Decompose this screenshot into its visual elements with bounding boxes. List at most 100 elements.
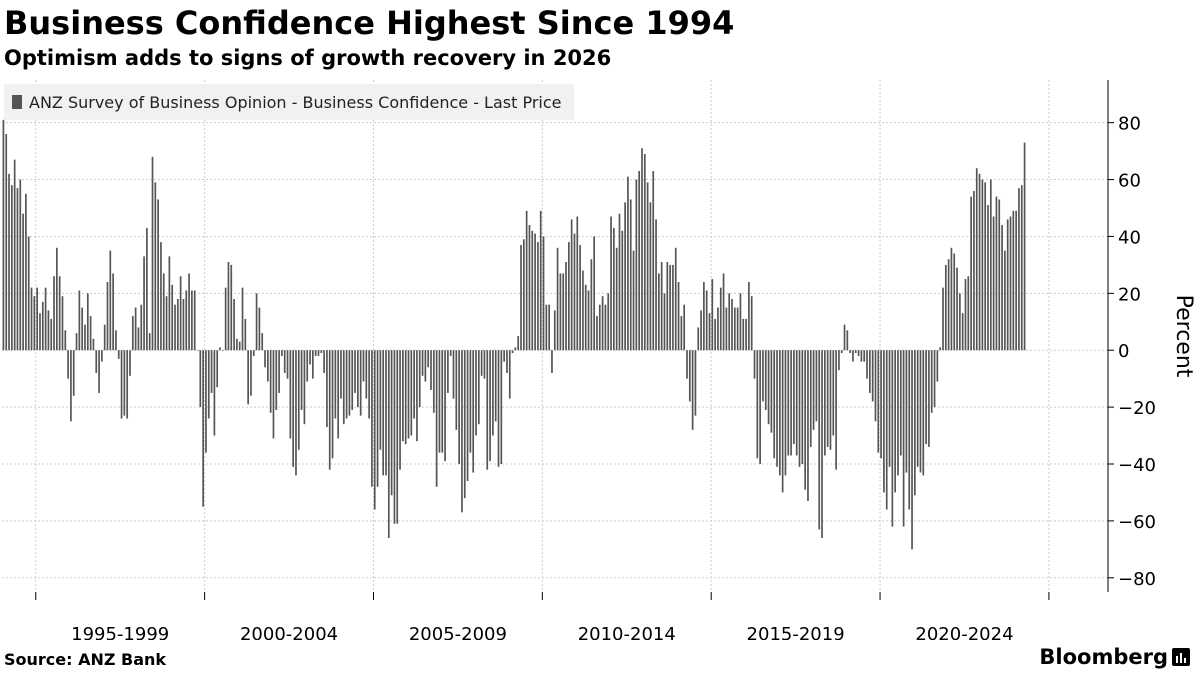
bar — [1018, 188, 1020, 351]
bar — [669, 264, 671, 351]
bar — [252, 350, 255, 356]
bar — [539, 210, 542, 351]
bar — [286, 350, 289, 379]
bar — [334, 350, 337, 419]
bar — [621, 230, 624, 351]
bar — [897, 350, 899, 476]
bar — [373, 350, 376, 510]
bar — [483, 350, 486, 379]
bar — [191, 290, 193, 351]
bar — [717, 307, 719, 351]
bar — [427, 350, 430, 368]
bar — [629, 199, 632, 351]
bar — [736, 307, 739, 351]
bar — [494, 350, 497, 422]
y-tick-label: 20 — [1118, 284, 1141, 305]
bar — [781, 350, 784, 493]
bar — [719, 287, 722, 351]
bar — [998, 199, 1001, 351]
x-tick-label: 2015-2019 — [747, 624, 845, 640]
bar — [340, 350, 342, 399]
bar — [559, 273, 562, 351]
bar — [506, 350, 508, 373]
bar — [573, 233, 576, 351]
bar — [798, 350, 801, 467]
bar — [610, 216, 612, 351]
bar — [666, 262, 669, 351]
bar — [103, 324, 106, 351]
bar — [894, 350, 897, 493]
bar — [508, 350, 511, 399]
bar — [936, 350, 939, 382]
bar — [326, 350, 328, 428]
bar — [413, 350, 415, 419]
bar — [877, 350, 880, 453]
bar — [309, 350, 311, 365]
bar — [283, 350, 286, 373]
bar — [165, 296, 168, 351]
bar — [795, 350, 798, 456]
bar — [821, 350, 823, 538]
bar — [337, 350, 340, 439]
bar — [216, 350, 219, 388]
bar — [390, 350, 393, 496]
bar — [511, 350, 514, 354]
bar — [19, 179, 22, 351]
bar — [109, 250, 112, 351]
bar — [137, 327, 140, 351]
bar — [84, 324, 86, 351]
bar — [348, 350, 351, 416]
bar — [379, 350, 382, 450]
bar — [748, 281, 750, 351]
bar — [947, 259, 950, 351]
bar — [115, 330, 117, 351]
bar — [911, 350, 913, 550]
bar — [793, 350, 795, 445]
bar — [255, 293, 258, 351]
bar — [914, 350, 916, 496]
bar — [601, 296, 604, 351]
bar — [281, 350, 283, 356]
bar — [306, 350, 309, 382]
bar — [452, 350, 455, 399]
bar — [672, 264, 674, 351]
bar — [556, 247, 559, 351]
bar — [764, 350, 767, 410]
bar — [1023, 142, 1026, 351]
bar — [492, 350, 494, 436]
bar — [807, 350, 809, 501]
bar — [227, 262, 230, 351]
bar — [790, 350, 792, 456]
bar — [432, 350, 435, 413]
bar — [857, 350, 860, 356]
bar — [680, 316, 683, 351]
bar — [477, 350, 480, 425]
bar — [41, 301, 44, 351]
bar — [686, 350, 688, 379]
bar — [840, 350, 843, 354]
bar — [258, 307, 261, 351]
bar — [376, 350, 379, 487]
bar — [8, 173, 10, 351]
bar — [396, 350, 399, 524]
bar — [202, 350, 204, 507]
bar — [899, 350, 902, 456]
bar — [745, 318, 747, 351]
bar — [146, 227, 148, 351]
bar — [435, 350, 438, 487]
bar — [812, 350, 815, 430]
bar — [587, 290, 590, 351]
bar — [762, 350, 764, 402]
bar — [742, 318, 745, 351]
bar — [818, 350, 821, 530]
bar — [44, 287, 47, 351]
bar — [86, 293, 89, 351]
bar — [826, 350, 829, 447]
bar — [655, 219, 657, 351]
brand-logo: Bloomberg — [1039, 645, 1190, 669]
bar — [939, 347, 942, 351]
x-tick-label: 2005-2009 — [409, 624, 507, 640]
bar — [365, 350, 368, 399]
bar — [455, 350, 458, 430]
bar — [787, 350, 790, 456]
